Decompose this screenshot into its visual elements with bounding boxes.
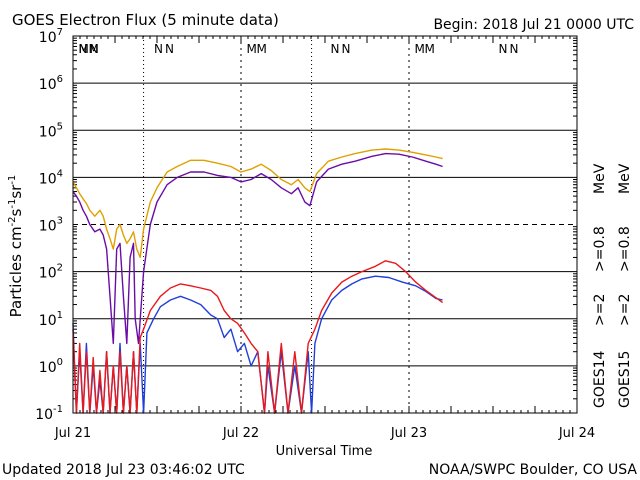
y-tick-label: 102: [39, 263, 63, 282]
y-tick-exponent: 3: [57, 216, 63, 227]
y-tick-label: 10-1: [35, 404, 63, 423]
begin-time: Begin: 2018 Jul 21 0000 UTC: [433, 17, 634, 33]
midnight-markers: M MN N N N M M N N M M N N: [78, 42, 518, 56]
y-tick-label: 104: [39, 168, 63, 187]
x-tick-label: Jul 21: [54, 426, 91, 441]
legend: GOES14 GOES15 >=2 >=2 >=0.8 >=0.8 MeV Me…: [592, 163, 633, 408]
y-tick-base: 10: [39, 124, 57, 140]
updated-timestamp: Updated 2018 Jul 23 03:46:02 UTC: [2, 462, 245, 478]
y-tick-label: 101: [39, 310, 63, 329]
grid-lines: [73, 36, 577, 413]
legend-goes14-08mev: >=0.8: [592, 226, 608, 272]
marker-n-goes15: N: [165, 42, 174, 56]
y-tick-base: 10: [39, 313, 57, 329]
marker-n-goes14: N: [498, 42, 507, 56]
chart-title: GOES Electron Flux (5 minute data): [12, 11, 279, 29]
y-tick-base: 10: [35, 407, 53, 423]
y-tick-exponent: 4: [57, 168, 63, 179]
y-tick-exponent: 0: [57, 357, 63, 368]
x-tick-label: Jul 24: [558, 426, 595, 441]
y-tick-base: 10: [39, 219, 57, 235]
legend-goes14-2mev: >=2: [592, 294, 608, 326]
y-tick-base: 10: [39, 30, 57, 46]
marker-n-goes14: N: [78, 42, 87, 56]
y-axis-label: Particles cm-2s-1sr-1: [7, 175, 25, 318]
marker-m-goes14: M: [414, 42, 424, 56]
y-tick-base: 10: [39, 266, 57, 282]
y-tick-base: 10: [39, 77, 57, 93]
series-line-1: [72, 148, 443, 259]
data-series: [72, 148, 444, 414]
marker-n-goes14: N: [154, 42, 163, 56]
data-source: NOAA/SWPC Boulder, CO USA: [429, 462, 638, 478]
marker-n-goes14: N: [330, 42, 339, 56]
x-tick-label: Jul 23: [390, 426, 427, 441]
y-tick-label: 100: [39, 357, 63, 376]
y-tick-exponent: 1: [57, 310, 63, 321]
marker-columns: [143, 36, 410, 413]
y-tick-exponent: -1: [53, 404, 63, 415]
plot-frame: [72, 35, 578, 414]
y-tick-base: 10: [39, 171, 57, 187]
marker-m-goes14: M: [78, 42, 88, 56]
y-tick-label: 103: [39, 216, 63, 235]
series-line-3: [72, 260, 444, 414]
legend-goes15-08mev: >=0.8: [617, 226, 633, 272]
marker-m-goes15: M: [424, 42, 434, 56]
legend-goes15-2mev: >=2: [617, 294, 633, 326]
marker-m-goes14: M: [246, 42, 256, 56]
x-tick-labels: Jul 21 Jul 22 Jul 23 Jul 24: [54, 426, 595, 441]
y-tick-exponent: 5: [57, 121, 63, 132]
y-tick-label: 106: [39, 74, 63, 93]
y-tick-exponent: 2: [57, 263, 63, 274]
y-tick-exponent: 7: [57, 27, 63, 38]
x-axis-label: Universal Time: [276, 444, 373, 459]
marker-m-goes15: M: [88, 42, 98, 56]
marker-n-goes15: N: [341, 42, 350, 56]
x-tick-label: Jul 22: [222, 426, 259, 441]
legend-satellite-goes15: GOES15: [617, 351, 633, 408]
marker-m-goes15: M: [256, 42, 266, 56]
y-tick-label: 105: [39, 121, 63, 140]
y-tick-exponent: 6: [57, 74, 63, 85]
y-tick-base: 10: [39, 360, 57, 376]
marker-n-goes15: N: [509, 42, 518, 56]
legend-unit-mev-2: MeV: [617, 163, 633, 194]
marker-n-goes15: N: [89, 42, 98, 56]
legend-unit-mev-1: MeV: [592, 163, 608, 194]
y-tick-label: 107: [39, 27, 63, 46]
series-line-0: [72, 152, 443, 345]
legend-satellite-goes14: GOES14: [592, 350, 608, 408]
